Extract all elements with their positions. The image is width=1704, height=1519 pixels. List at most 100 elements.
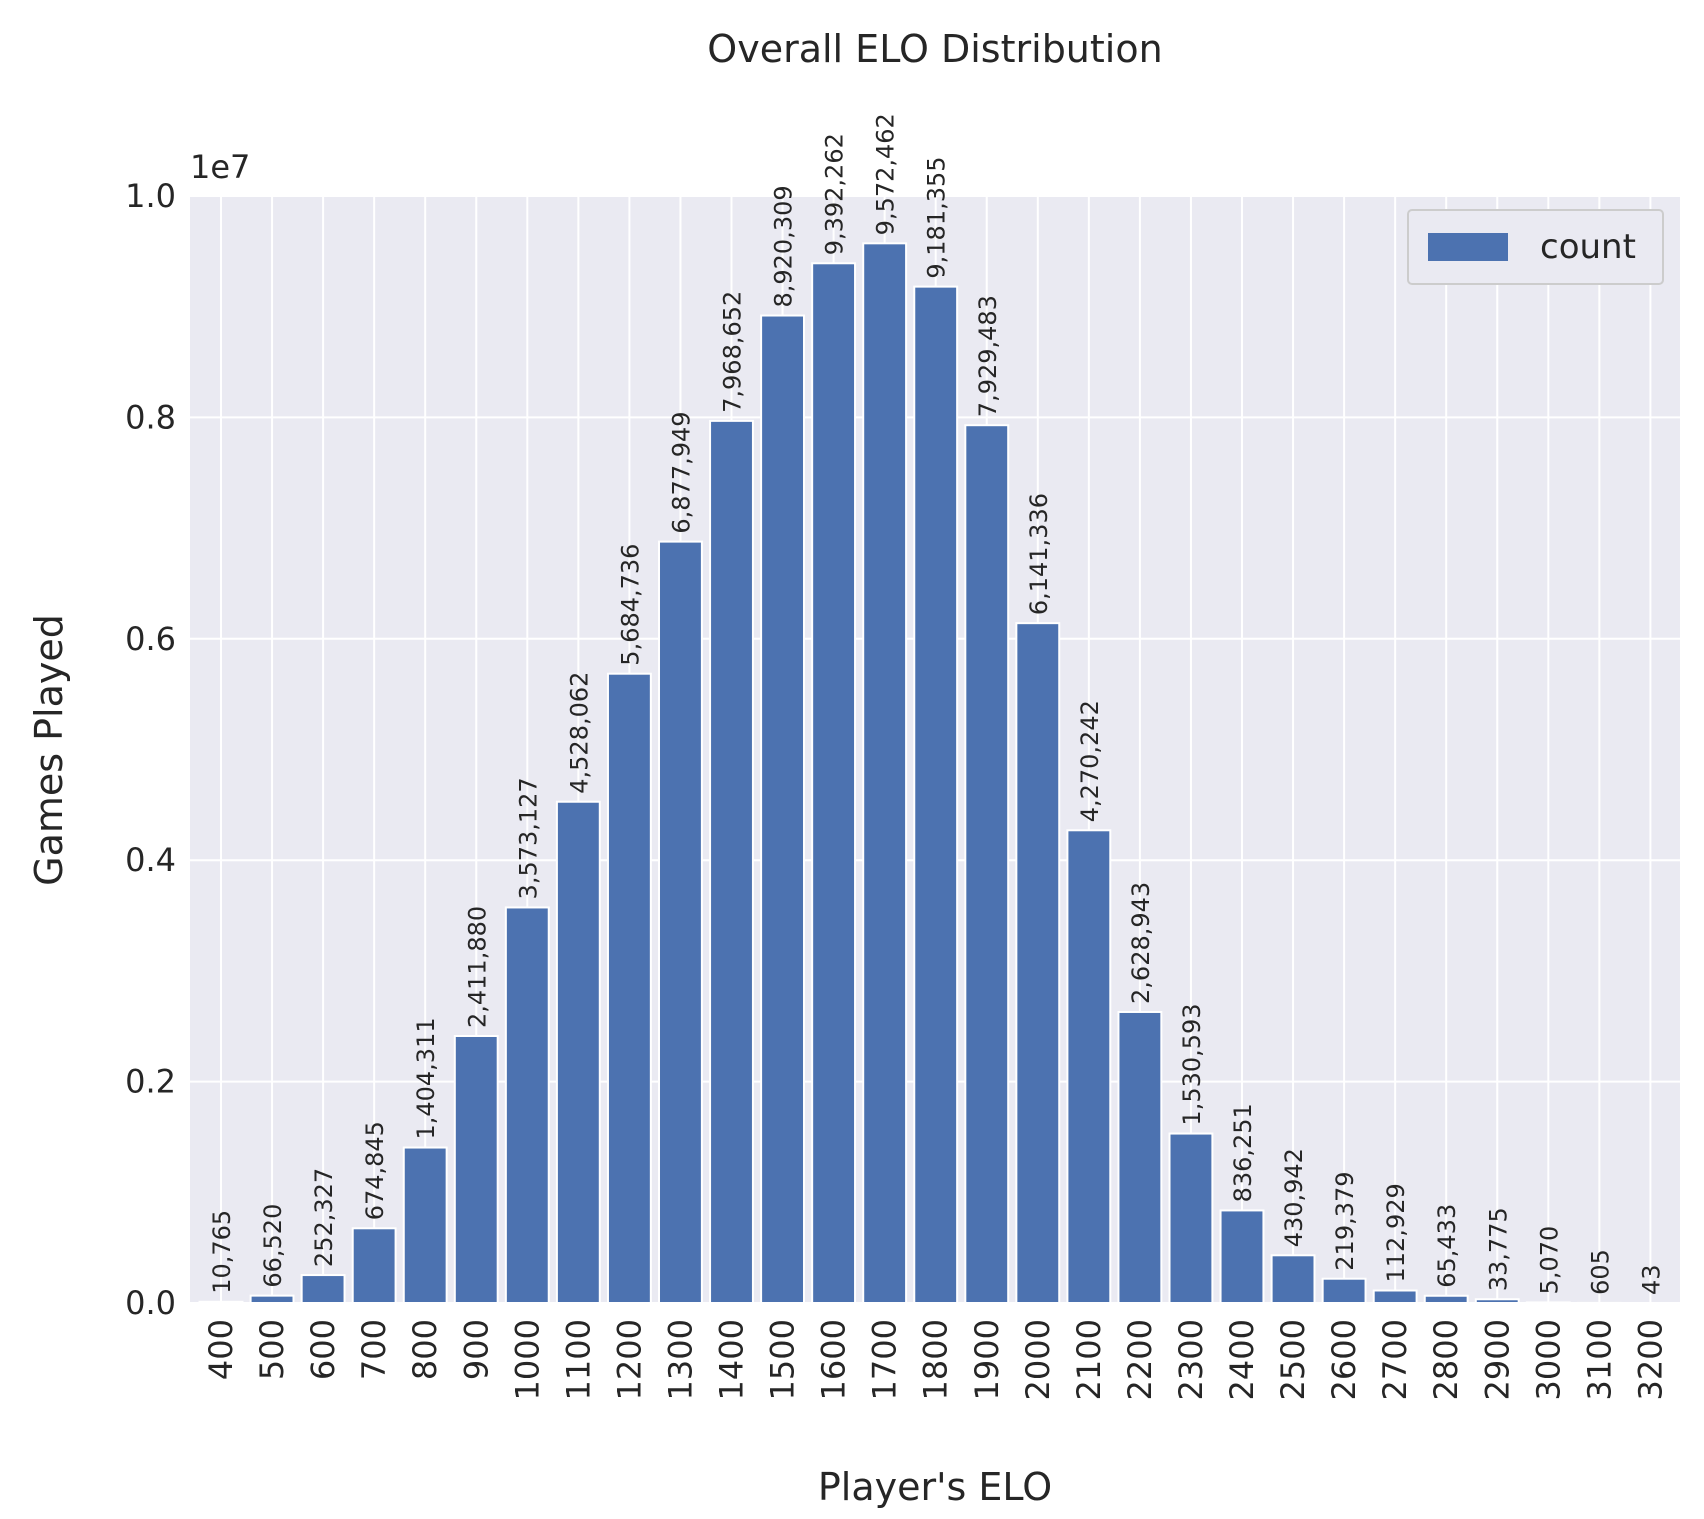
bar-1600 bbox=[811, 262, 857, 1304]
y-tick-label: 0.2 bbox=[125, 1063, 176, 1101]
bar-value-label: 6,877,949 bbox=[667, 411, 695, 533]
x-tick-label: 2800 bbox=[1427, 1319, 1465, 1400]
bar-800 bbox=[402, 1146, 448, 1304]
bar-value-label: 1,404,311 bbox=[412, 1017, 440, 1139]
bar-value-label: 5,684,736 bbox=[616, 544, 644, 666]
bar-3000 bbox=[1525, 1301, 1571, 1304]
bar-2800 bbox=[1423, 1294, 1469, 1305]
bar-value-label: 112,929 bbox=[1382, 1183, 1410, 1282]
bar-value-label: 5,070 bbox=[1535, 1226, 1563, 1295]
x-tick-label: 500 bbox=[253, 1319, 291, 1380]
bar-400 bbox=[198, 1300, 244, 1305]
bar-2600 bbox=[1321, 1277, 1367, 1304]
bar-1700 bbox=[862, 242, 908, 1304]
bar-value-label: 7,929,483 bbox=[974, 295, 1002, 417]
bar-value-label: 2,628,943 bbox=[1127, 882, 1155, 1004]
bar-value-label: 9,572,462 bbox=[872, 113, 900, 235]
bar-value-label: 674,845 bbox=[361, 1121, 389, 1220]
x-tick-label: 2200 bbox=[1121, 1319, 1159, 1400]
x-tick-label: 2900 bbox=[1478, 1319, 1516, 1400]
x-tick-label: 3200 bbox=[1631, 1319, 1669, 1400]
legend-swatch bbox=[1428, 233, 1508, 261]
bar-1800 bbox=[913, 285, 959, 1304]
bar-1400 bbox=[709, 419, 754, 1304]
x-tick-label: 1400 bbox=[713, 1319, 751, 1400]
x-tick-label: 3000 bbox=[1529, 1319, 1567, 1400]
x-tick-label: 1500 bbox=[764, 1319, 802, 1400]
bar-2100 bbox=[1066, 829, 1112, 1305]
y-tick-label: 0.6 bbox=[125, 620, 176, 658]
bar-2500 bbox=[1270, 1254, 1316, 1304]
bar-1300 bbox=[658, 540, 703, 1304]
bar-labels-group: 10,765 66,520 252,327 674,845 1,404,311 2,411… bbox=[208, 113, 1665, 1295]
bar-value-label: 605 bbox=[1586, 1249, 1614, 1295]
x-tick-label: 2100 bbox=[1070, 1319, 1108, 1400]
bar-value-label: 836,251 bbox=[1229, 1103, 1257, 1202]
bar-value-label: 4,270,242 bbox=[1076, 700, 1104, 822]
legend-label: count bbox=[1540, 227, 1636, 267]
bar-value-label: 7,968,652 bbox=[719, 291, 747, 413]
x-tick-label: 1200 bbox=[610, 1319, 648, 1400]
bar-900 bbox=[453, 1035, 499, 1304]
y-tick-label: 0.0 bbox=[125, 1284, 176, 1322]
x-tick-label: 2700 bbox=[1376, 1319, 1414, 1400]
bar-1100 bbox=[555, 800, 601, 1304]
x-tick-label: 1700 bbox=[866, 1319, 904, 1400]
bar-value-label: 252,327 bbox=[310, 1168, 338, 1267]
bar-value-label: 9,181,355 bbox=[923, 156, 951, 278]
bar-1200 bbox=[606, 672, 652, 1304]
chart-title: Overall ELO Distribution bbox=[707, 27, 1162, 71]
x-tick-label: 400 bbox=[202, 1319, 240, 1380]
bar-value-label: 33,775 bbox=[1484, 1207, 1512, 1291]
bars-group bbox=[198, 242, 1673, 1305]
bar-500 bbox=[249, 1294, 295, 1304]
x-tick-label: 1100 bbox=[559, 1319, 597, 1400]
bar-1000 bbox=[504, 906, 550, 1304]
legend-box bbox=[1407, 209, 1664, 285]
x-axis-ticks: 400 500 600 700 800 900 1000 1100 1200 1300 1400 15… bbox=[202, 1319, 1669, 1400]
x-tick-label: 3100 bbox=[1580, 1319, 1618, 1400]
bar-1900 bbox=[964, 424, 1010, 1304]
x-tick-label: 2300 bbox=[1172, 1319, 1210, 1400]
bar-2400 bbox=[1219, 1209, 1265, 1304]
y-axis-offset-label: 1e7 bbox=[190, 148, 250, 186]
bar-value-label: 43 bbox=[1637, 1264, 1665, 1295]
y-axis-ticks: 0.0 0.2 0.4 0.6 0.8 1.0 bbox=[125, 177, 176, 1322]
x-tick-label: 1800 bbox=[917, 1319, 955, 1400]
x-tick-label: 700 bbox=[355, 1319, 393, 1380]
bar-value-label: 1,530,593 bbox=[1178, 1003, 1206, 1125]
x-tick-label: 2500 bbox=[1274, 1319, 1312, 1400]
bar-700 bbox=[351, 1227, 397, 1305]
bar-value-label: 10,765 bbox=[208, 1210, 236, 1294]
x-tick-label: 1000 bbox=[508, 1319, 546, 1400]
bar-2300 bbox=[1168, 1132, 1214, 1304]
bar-value-label: 4,528,062 bbox=[565, 672, 593, 794]
x-tick-label: 2000 bbox=[1019, 1319, 1057, 1400]
x-axis-label: Player's ELO bbox=[818, 1465, 1052, 1509]
x-tick-label: 1600 bbox=[815, 1319, 853, 1400]
bar-1500 bbox=[760, 314, 805, 1304]
x-tick-label: 800 bbox=[406, 1319, 444, 1380]
x-tick-label: 1900 bbox=[968, 1319, 1006, 1400]
y-axis-label: Games Played bbox=[27, 614, 71, 886]
bar-value-label: 8,920,309 bbox=[770, 185, 798, 307]
bar-value-label: 3,573,127 bbox=[514, 777, 542, 899]
legend[interactable]: count bbox=[1407, 209, 1664, 285]
x-tick-label: 600 bbox=[304, 1319, 342, 1380]
bar-value-label: 2,411,880 bbox=[463, 906, 491, 1028]
bar-600 bbox=[300, 1274, 346, 1304]
x-tick-label: 2600 bbox=[1325, 1319, 1363, 1400]
bar-value-label: 9,392,262 bbox=[821, 133, 849, 255]
bar-value-label: 219,379 bbox=[1331, 1171, 1359, 1270]
bar-value-label: 66,520 bbox=[259, 1204, 287, 1288]
x-tick-label: 1300 bbox=[661, 1319, 699, 1400]
bar-2900 bbox=[1474, 1298, 1520, 1305]
x-tick-label: 2400 bbox=[1223, 1319, 1261, 1400]
y-tick-label: 0.8 bbox=[125, 398, 176, 436]
y-tick-label: 1.0 bbox=[125, 177, 176, 215]
bar-value-label: 65,433 bbox=[1433, 1204, 1461, 1288]
y-tick-label: 0.4 bbox=[125, 841, 176, 879]
bar-value-label: 6,141,336 bbox=[1025, 493, 1053, 615]
bar-2700 bbox=[1372, 1289, 1418, 1305]
